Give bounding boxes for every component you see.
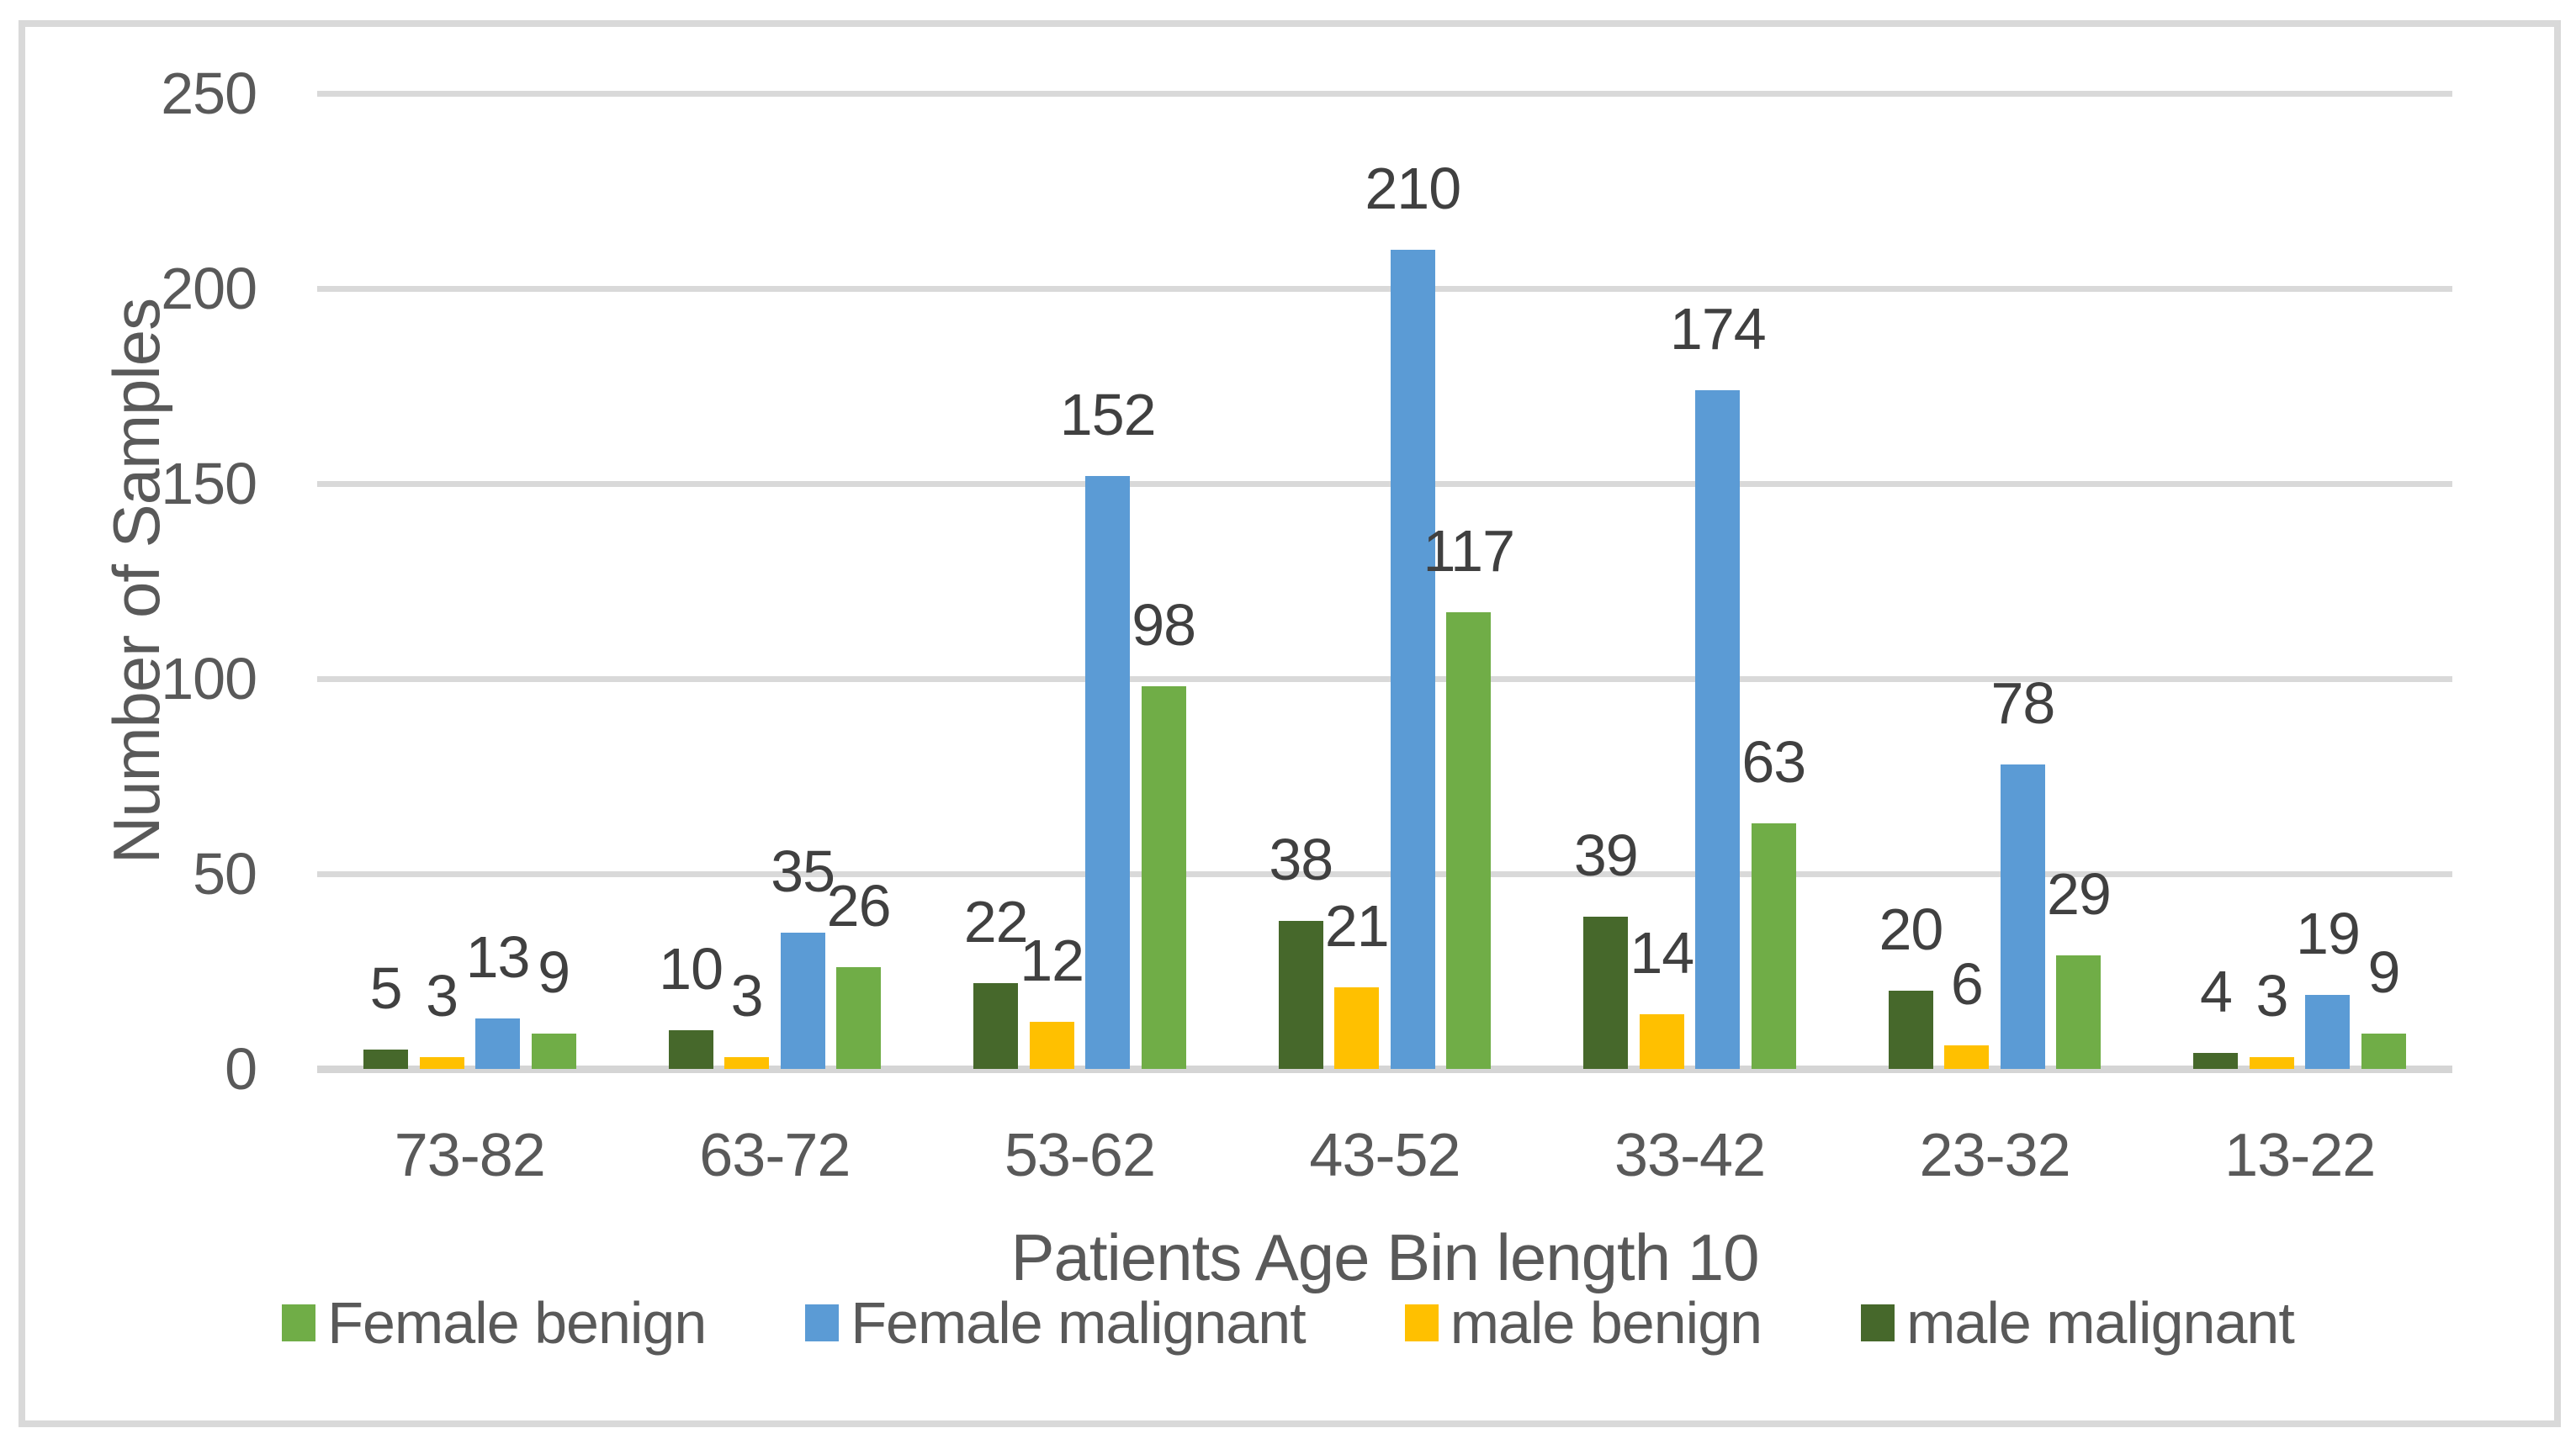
bar-female-benign-63-72[interactable] <box>836 967 882 1069</box>
legend-swatch-female-malignant <box>805 1304 840 1341</box>
chart-border <box>19 20 2561 1427</box>
bar-male-malignant-43-52[interactable] <box>1278 920 1323 1069</box>
bar-male-benign-33-42[interactable] <box>1639 1014 1684 1069</box>
bar-female-malignant-43-52[interactable] <box>1390 249 1435 1069</box>
bar-female-benign-13-22[interactable] <box>2361 1034 2406 1069</box>
legend-label: male malignant <box>1906 1290 2295 1356</box>
data-label-male-benign-43-52: 21 <box>1324 892 1390 959</box>
bar-male-malignant-53-62[interactable] <box>973 982 1019 1069</box>
y-tick-200: 200 <box>161 256 257 321</box>
data-label-female-malignant-63-72: 35 <box>771 838 835 904</box>
bar-female-benign-23-32[interactable] <box>2056 955 2102 1069</box>
bar-male-benign-63-72[interactable] <box>724 1057 770 1069</box>
data-label-female-benign-53-62: 98 <box>1132 592 1196 659</box>
data-label-female-malignant-23-32: 78 <box>1990 670 2055 737</box>
data-label-male-benign-33-42: 14 <box>1630 920 1694 986</box>
data-label-female-benign-63-72: 26 <box>826 873 892 939</box>
bar-female-benign-43-52[interactable] <box>1446 612 1492 1069</box>
legend-label: male benign <box>1450 1290 1762 1356</box>
bar-female-benign-53-62[interactable] <box>1141 686 1186 1069</box>
category-label-63-72: 63-72 <box>699 1122 851 1189</box>
x-axis-baseline <box>317 1065 2452 1073</box>
bar-male-benign-23-32[interactable] <box>1944 1045 1990 1069</box>
data-label-male-malignant-73-82: 5 <box>369 955 403 1021</box>
data-label-male-malignant-13-22: 4 <box>2199 959 2233 1025</box>
data-label-male-benign-63-72: 3 <box>730 963 764 1029</box>
x-axis-title: Patients Age Bin length 10 <box>1010 1220 1759 1294</box>
data-label-male-malignant-33-42: 39 <box>1573 822 1639 889</box>
data-label-female-malignant-13-22: 19 <box>2296 900 2361 966</box>
y-tick-50: 50 <box>193 841 257 907</box>
bar-male-benign-53-62[interactable] <box>1029 1022 1074 1069</box>
data-label-female-malignant-73-82: 13 <box>465 923 531 990</box>
bar-female-malignant-33-42[interactable] <box>1695 389 1741 1069</box>
data-label-female-benign-43-52: 117 <box>1423 518 1515 584</box>
data-label-male-malignant-43-52: 38 <box>1269 826 1333 892</box>
legend-item-male-benign[interactable]: male benign <box>1404 1290 1762 1356</box>
bar-male-malignant-13-22[interactable] <box>2193 1053 2239 1069</box>
y-tick-100: 100 <box>161 646 257 711</box>
data-label-female-benign-23-32: 29 <box>2046 861 2112 928</box>
data-label-female-malignant-33-42: 174 <box>1669 295 1767 362</box>
legend-swatch-female-benign <box>282 1304 316 1341</box>
category-label-43-52: 43-52 <box>1309 1122 1460 1189</box>
category-label-33-42: 33-42 <box>1614 1122 1766 1189</box>
bar-female-malignant-73-82[interactable] <box>475 1018 521 1069</box>
bar-male-malignant-73-82[interactable] <box>363 1049 409 1069</box>
y-tick-250: 250 <box>161 61 257 126</box>
legend-item-female-malignant[interactable]: Female malignant <box>805 1290 1307 1356</box>
legend-swatch-male-benign <box>1404 1304 1439 1341</box>
data-label-male-malignant-53-62: 22 <box>963 888 1029 955</box>
bar-female-malignant-13-22[interactable] <box>2305 994 2351 1069</box>
data-label-male-benign-23-32: 6 <box>1950 951 1984 1018</box>
bar-male-malignant-33-42[interactable] <box>1583 917 1629 1069</box>
legend-label: Female malignant <box>851 1290 1306 1356</box>
gridline-250 <box>317 90 2452 97</box>
category-label-73-82: 73-82 <box>394 1122 546 1189</box>
data-label-male-benign-73-82: 3 <box>426 963 458 1029</box>
y-tick-150: 150 <box>161 451 257 516</box>
bar-male-benign-43-52[interactable] <box>1334 986 1380 1069</box>
y-tick-0: 0 <box>225 1036 257 1102</box>
bar-female-benign-33-42[interactable] <box>1751 822 1796 1069</box>
bar-male-malignant-23-32[interactable] <box>1888 991 1933 1069</box>
data-label-male-malignant-23-32: 20 <box>1879 897 1943 963</box>
gridline-100 <box>317 675 2452 682</box>
gridline-50 <box>317 870 2452 877</box>
gridline-200 <box>317 285 2452 292</box>
bar-female-malignant-23-32[interactable] <box>2000 764 2045 1069</box>
legend-label: Female benign <box>327 1290 707 1356</box>
category-label-13-22: 13-22 <box>2224 1122 2376 1189</box>
bar-male-benign-73-82[interactable] <box>419 1057 464 1069</box>
data-label-female-malignant-53-62: 152 <box>1059 381 1157 447</box>
legend-item-female-benign[interactable]: Female benign <box>282 1290 707 1356</box>
data-label-female-benign-33-42: 63 <box>1741 728 1806 795</box>
data-label-female-benign-13-22: 9 <box>2367 939 2400 1006</box>
bar-female-benign-73-82[interactable] <box>531 1034 576 1069</box>
bar-female-malignant-53-62[interactable] <box>1085 475 1131 1069</box>
data-label-male-malignant-63-72: 10 <box>659 935 724 1002</box>
category-label-23-32: 23-32 <box>1919 1122 2071 1189</box>
bar-male-malignant-63-72[interactable] <box>668 1029 713 1069</box>
data-label-male-benign-13-22: 3 <box>2255 963 2288 1029</box>
bar-female-malignant-63-72[interactable] <box>780 932 825 1069</box>
bar-male-benign-13-22[interactable] <box>2249 1057 2294 1069</box>
data-label-male-benign-53-62: 12 <box>1020 928 1084 994</box>
plot-area: 5 3 13 9 10 3 35 26 22 12 152 98 38 21 210 117 39 14 174 63… <box>317 90 2452 1073</box>
data-label-female-benign-73-82: 9 <box>538 939 570 1006</box>
legend-swatch-male-malignant <box>1861 1304 1895 1341</box>
gridline-150 <box>317 480 2452 487</box>
y-axis-title: Number of Samples <box>99 298 173 865</box>
legend-item-male-malignant[interactable]: male malignant <box>1861 1290 2295 1356</box>
data-label-female-malignant-43-52: 210 <box>1365 155 1461 221</box>
chart-legend: Female benign Female malignant male benign… <box>0 1293 2576 1352</box>
category-label-53-62: 53-62 <box>1004 1122 1156 1189</box>
